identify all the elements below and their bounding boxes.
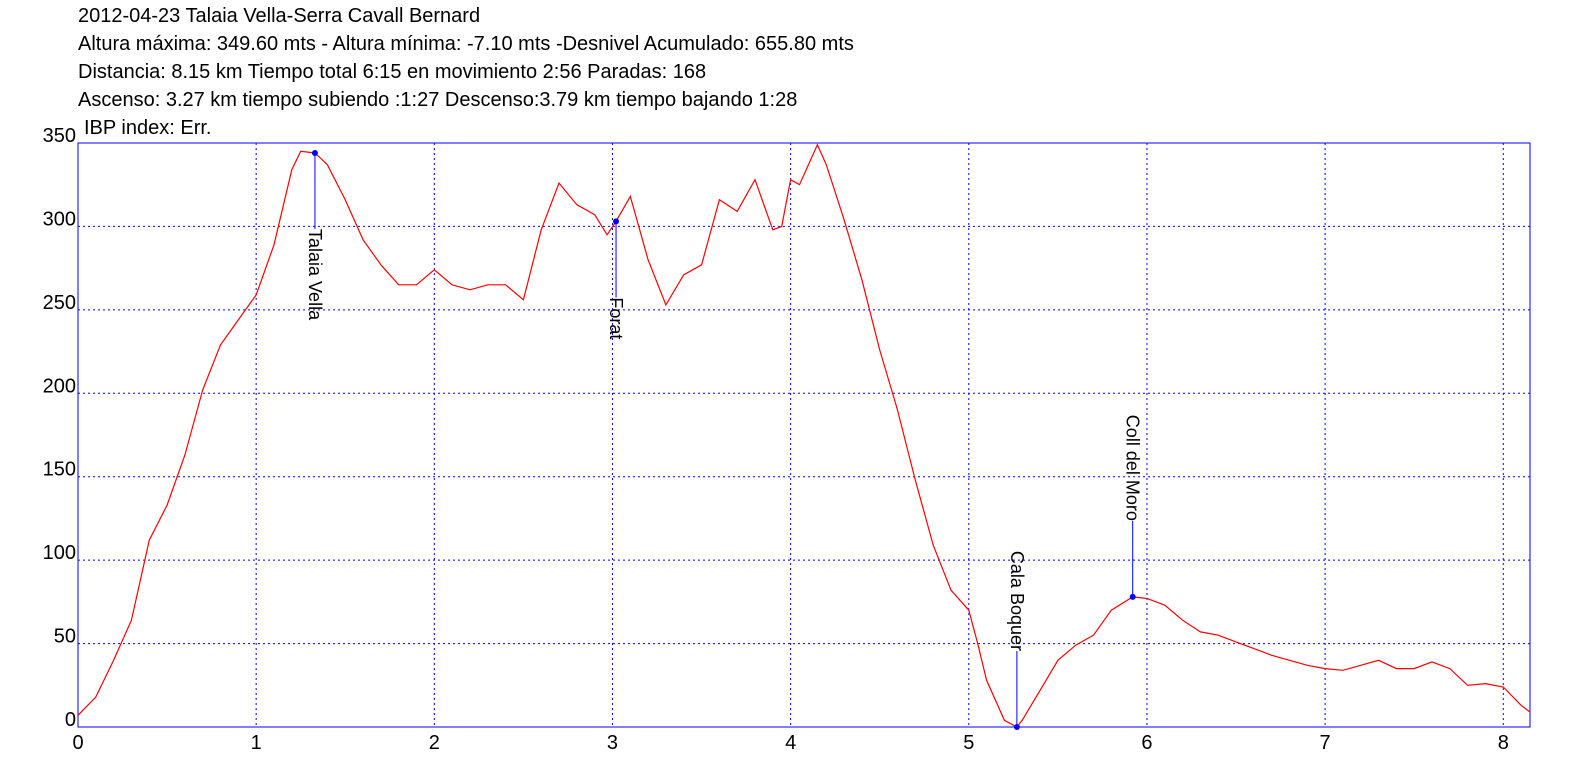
annotation-marker bbox=[1013, 724, 1020, 730]
subtitle-line: Altura máxima: 349.60 mts - Altura mínim… bbox=[78, 33, 854, 55]
x-tick-label: 8 bbox=[1498, 732, 1509, 754]
subtitle-line: IBP index: Err. bbox=[84, 117, 211, 139]
x-tick-label: 3 bbox=[607, 732, 618, 754]
y-tick-label: 0 bbox=[65, 709, 76, 731]
annotation-label: Cala Boquer bbox=[1007, 551, 1027, 651]
x-tick-label: 4 bbox=[785, 732, 796, 754]
y-tick-label: 250 bbox=[43, 292, 76, 314]
elevation-line bbox=[77, 143, 1531, 728]
x-tick-label: 6 bbox=[1141, 732, 1152, 754]
chart-title: 2012-04-23 Talaia Vella-Serra Cavall Ber… bbox=[78, 5, 480, 27]
annotation-label: Talaia Vella bbox=[305, 229, 325, 321]
x-tick-label: 5 bbox=[963, 732, 974, 754]
subtitle-line: Ascenso: 3.27 km tiempo subiendo :1:27 D… bbox=[78, 89, 797, 111]
x-tick-label: 1 bbox=[251, 732, 262, 754]
y-tick-label: 100 bbox=[43, 542, 76, 564]
x-tick-label: 2 bbox=[429, 732, 440, 754]
plot-border bbox=[77, 142, 1531, 728]
annotation-marker bbox=[613, 218, 620, 225]
y-tick-label: 300 bbox=[43, 208, 76, 230]
y-tick-label: 50 bbox=[54, 626, 76, 648]
subtitle-line: Distancia: 8.15 km Tiempo total 6:15 en … bbox=[78, 61, 706, 83]
x-tick-label: 7 bbox=[1320, 732, 1331, 754]
y-tick-label: 350 bbox=[43, 125, 76, 147]
x-tick-label: 0 bbox=[72, 732, 83, 754]
y-tick-label: 150 bbox=[43, 459, 76, 481]
annotation-marker bbox=[1129, 593, 1136, 600]
annotation-marker bbox=[311, 150, 318, 157]
y-tick-label: 200 bbox=[43, 375, 76, 397]
annotation-label: Coll del Moro bbox=[1123, 415, 1143, 521]
annotation-label: Forat bbox=[606, 297, 626, 339]
